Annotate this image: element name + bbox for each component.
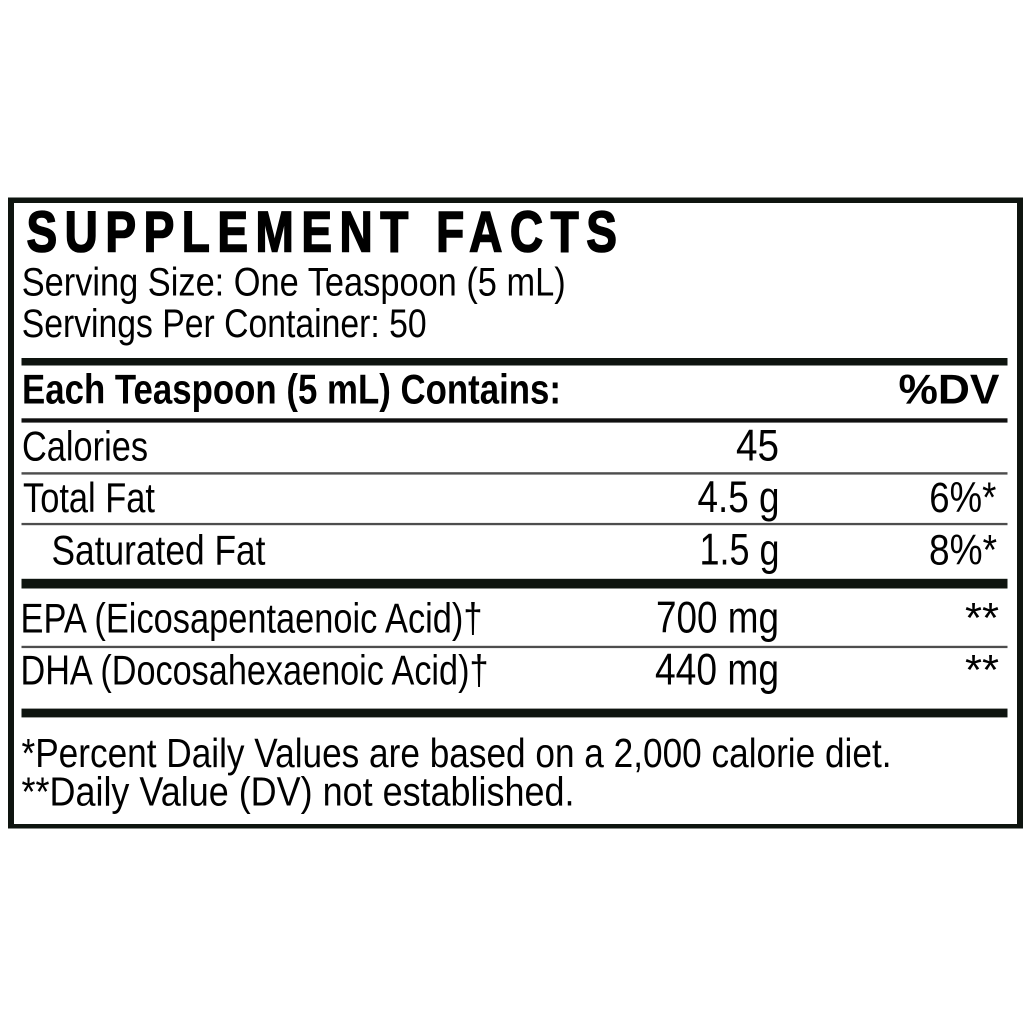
svg-text:Saturated Fat: Saturated Fat <box>52 526 266 573</box>
svg-text:1.5 g: 1.5 g <box>700 525 780 574</box>
svg-text:Serving Size: One Teaspoon (5: Serving Size: One Teaspoon (5 mL) <box>22 261 566 305</box>
svg-text:*Percent Daily Values are base: *Percent Daily Values are based on a 2,0… <box>22 730 892 776</box>
svg-text:**: ** <box>965 647 999 695</box>
svg-text:6%*: 6%* <box>929 474 996 522</box>
svg-text:**Daily Value (DV) not establi: **Daily Value (DV) not established. <box>22 769 575 815</box>
svg-text:440 mg: 440 mg <box>655 646 779 695</box>
svg-text:45: 45 <box>736 422 779 471</box>
svg-text:EPA (Eicosapentaenoic Acid)†: EPA (Eicosapentaenoic Acid)† <box>21 595 483 642</box>
svg-text:4.5 g: 4.5 g <box>698 473 780 522</box>
svg-text:700 mg: 700 mg <box>656 594 779 643</box>
svg-text:8%*: 8%* <box>929 526 997 574</box>
svg-text:**: ** <box>965 595 999 643</box>
svg-text:Total Fat: Total Fat <box>23 474 155 521</box>
svg-text:Servings Per Container: 50: Servings Per Container: 50 <box>22 302 427 346</box>
svg-text:Calories: Calories <box>22 423 148 470</box>
svg-text:DHA (Docosahexaenoic Acid)†: DHA (Docosahexaenoic Acid)† <box>21 647 489 694</box>
svg-text:%DV: %DV <box>899 365 1000 412</box>
svg-text:SUPPLEMENT FACTS: SUPPLEMENT FACTS <box>27 201 617 265</box>
svg-text:Each Teaspoon (5 mL) Contains:: Each Teaspoon (5 mL) Contains: <box>22 365 561 412</box>
